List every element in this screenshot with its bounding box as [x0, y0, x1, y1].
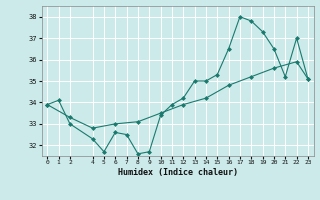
X-axis label: Humidex (Indice chaleur): Humidex (Indice chaleur)	[118, 168, 237, 177]
